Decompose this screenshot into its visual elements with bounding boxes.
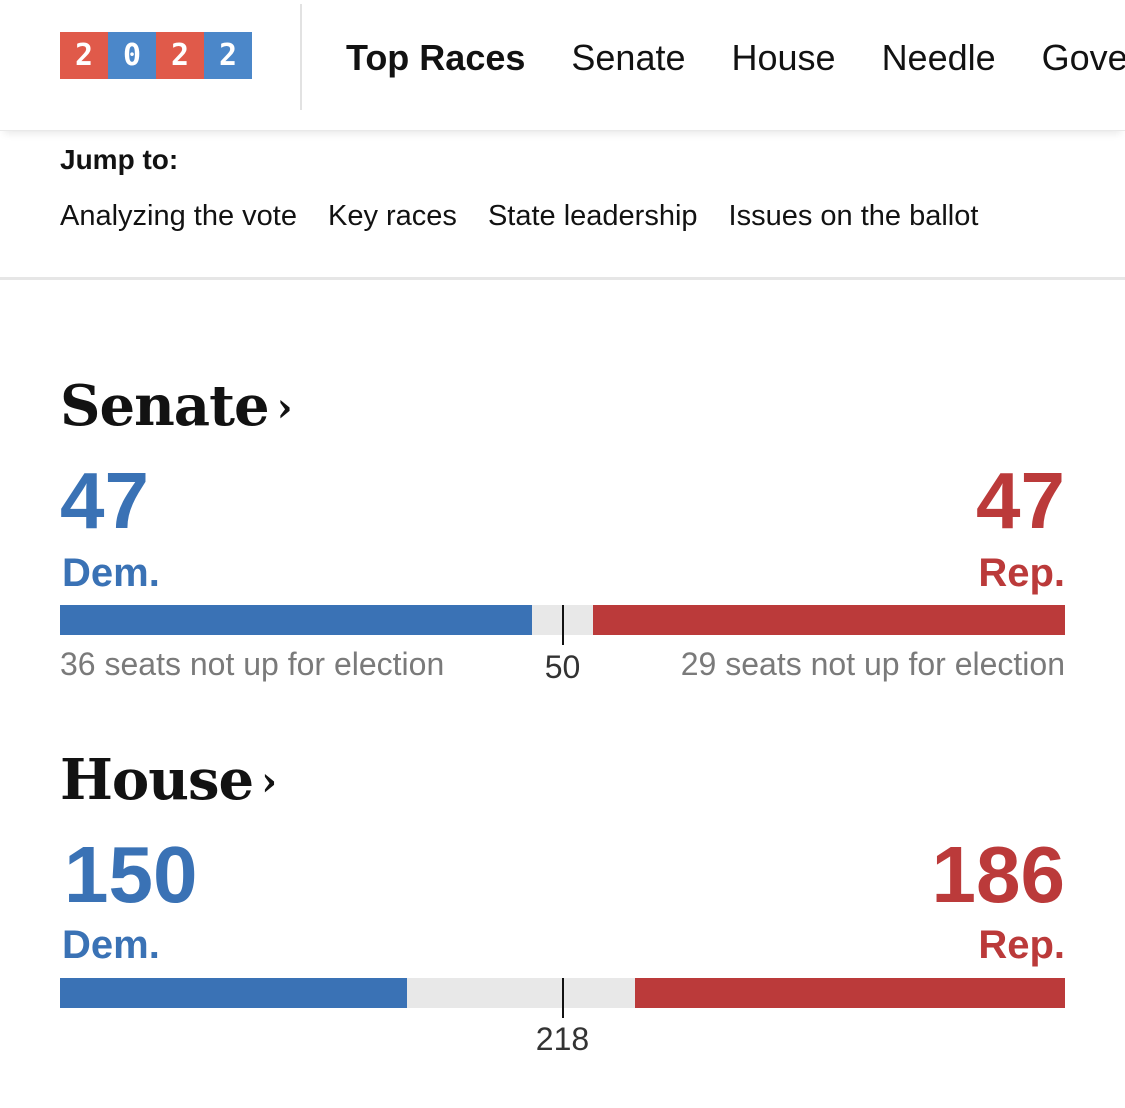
section-nav: Top Races Senate House Needle Gover	[346, 36, 1125, 80]
senate-rep-label: Rep.	[978, 551, 1065, 595]
nav-item-governor[interactable]: Gover	[1041, 37, 1125, 78]
logo-digit: 2	[204, 32, 252, 79]
house-dem-count: 150	[64, 830, 198, 919]
senate-majority-marker	[561, 605, 564, 645]
house-dem-bar	[60, 978, 407, 1008]
house-majority-marker	[561, 978, 564, 1018]
jump-link-key-races[interactable]: Key races	[327, 200, 457, 232]
house-majority-label: 218	[535, 1021, 590, 1057]
senate-summary: Senate › 47 47 Dem. Rep. 36 seats not up …	[60, 373, 1065, 685]
nav-item-top-races[interactable]: Top Races	[346, 37, 526, 78]
nav-item-needle[interactable]: Needle	[881, 37, 996, 78]
senate-dem-label: Dem.	[62, 551, 160, 595]
house-title: House	[60, 747, 254, 813]
senate-dem-count: 47	[60, 456, 149, 545]
nav-divider	[300, 4, 302, 110]
jump-to-label: Jump to:	[60, 144, 179, 175]
top-nav-bar: 2 0 2 2 Top Races Senate House Needle Go…	[0, 0, 1125, 131]
section-divider	[0, 277, 1125, 280]
election-2022-logo[interactable]: 2 0 2 2	[60, 32, 252, 79]
nav-item-senate[interactable]: Senate	[571, 37, 686, 78]
house-rep-bar	[635, 978, 1065, 1008]
chevron-right-icon: ›	[261, 758, 277, 805]
senate-dem-bar	[60, 605, 533, 635]
senate-rep-bar	[592, 605, 1065, 635]
chevron-right-icon: ›	[276, 384, 293, 431]
house-summary: House › 150 186 Dem. Rep. 218	[60, 747, 1065, 1057]
jump-to-links: Analyzing the vote Key races State leade…	[60, 196, 1009, 236]
jump-link-state-leadership[interactable]: State leadership	[487, 200, 698, 232]
logo-digit: 2	[156, 32, 204, 79]
senate-majority-label: 50	[544, 649, 581, 685]
house-rep-count: 186	[931, 830, 1065, 919]
jump-link-issues-on-the-ballot[interactable]: Issues on the ballot	[728, 200, 979, 232]
senate-title-link[interactable]: Senate ›	[60, 373, 293, 444]
senate-rep-count: 47	[976, 456, 1065, 545]
house-title-link[interactable]: House ›	[60, 747, 277, 818]
nav-item-house[interactable]: House	[731, 37, 836, 78]
logo-digit: 0	[108, 32, 156, 79]
logo-digit: 2	[60, 32, 108, 79]
house-rep-label: Rep.	[978, 923, 1065, 967]
house-dem-label: Dem.	[62, 923, 160, 967]
senate-rep-note: 29 seats not up for election	[680, 646, 1065, 682]
jump-link-analyzing-the-vote[interactable]: Analyzing the vote	[60, 200, 297, 232]
senate-title: Senate	[60, 373, 270, 439]
senate-dem-note: 36 seats not up for election	[60, 646, 445, 682]
